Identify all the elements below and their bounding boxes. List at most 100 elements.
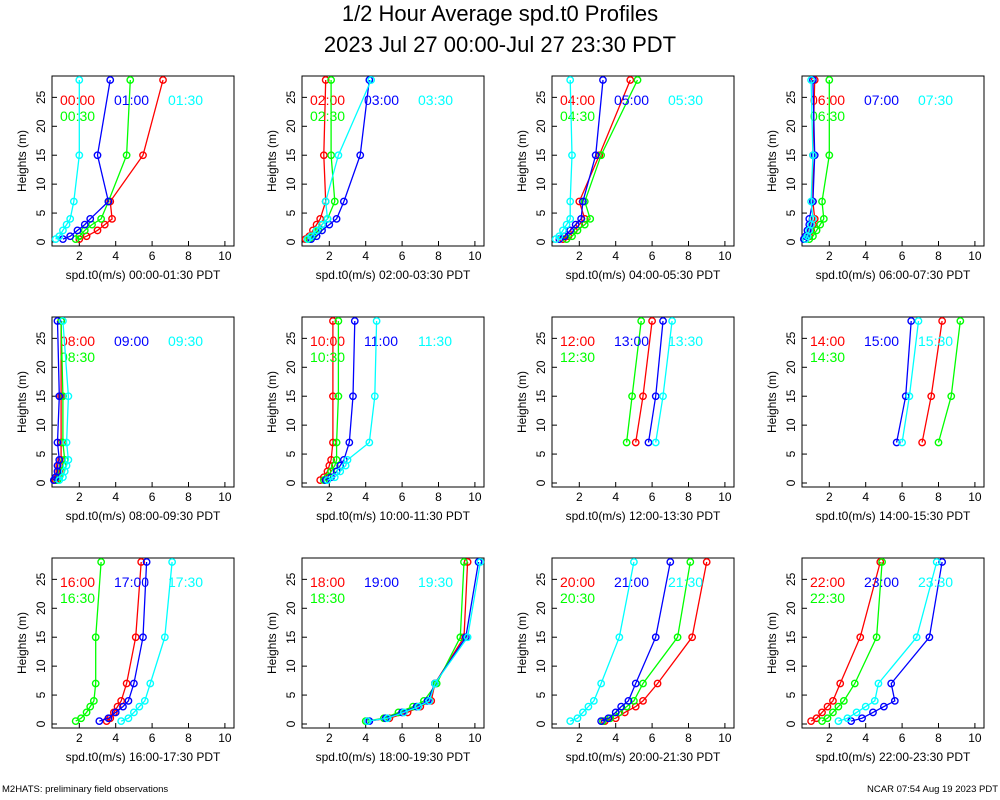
y-axis-label: Heights (m) [765,130,779,192]
x-tick-label: 4 [362,731,369,745]
y-tick-label: 10 [784,659,798,673]
data-point [688,633,697,642]
data-point [653,679,662,688]
series-line [901,320,920,443]
x-tick-label: 8 [185,490,192,504]
data-point [332,455,341,464]
data-point [425,696,434,705]
legend-entry: 14:00 [810,333,845,349]
legend-entry: 13:30 [668,333,703,349]
data-point [626,76,635,84]
y-tick-label: 10 [284,659,298,673]
x-tick-label: 2 [76,490,83,504]
data-point [584,702,593,711]
data-point [82,708,91,717]
y-tick-label: 5 [34,450,48,457]
data-point [73,226,82,235]
data-point [55,392,64,401]
y-tick-label: 20 [284,119,298,133]
y-tick-label: 25 [284,331,298,345]
y-axis-label: Heights (m) [515,130,529,192]
data-point [66,232,75,241]
series-line [569,561,635,722]
data-point [334,317,343,325]
data-point [64,392,73,401]
x-tick-label: 2 [326,731,333,745]
data-point [62,220,71,229]
panel-6: 2 4 6 8 10 0 5 10 15 20 25 spd.t0(m/s) 12:00-13:30 … [515,316,735,523]
y-tick-label: 0 [534,238,548,245]
legend-entry: 03:30 [418,92,453,108]
data-point [651,392,660,401]
data-point [75,76,84,84]
series-19:30 [363,558,485,726]
legend-entry: 21:00 [614,574,649,590]
data-point [129,679,138,688]
y-tick-label: 15 [34,148,48,162]
x-axis-label: spd.t0(m/s) 00:00-01:30 PDT [66,268,221,282]
legend-entry: 00:00 [60,92,95,108]
data-point [651,438,660,447]
x-tick-label: 6 [149,249,156,263]
data-point [938,317,947,325]
legend-entry: 05:30 [668,92,703,108]
y-tick-label: 15 [784,389,798,403]
x-tick-label: 4 [862,249,869,263]
legend-entry: 11:30 [418,333,452,349]
x-tick-label: 10 [968,731,982,745]
x-tick-label: 10 [218,249,232,263]
legend-entry: 13:00 [614,333,649,349]
data-point [597,679,606,688]
data-point [339,197,348,206]
data-point [89,696,98,705]
data-point [100,220,109,229]
legend-entry: 09:00 [114,333,149,349]
legend-entry: 04:00 [560,92,595,108]
series-line [558,79,604,240]
data-point [843,714,852,723]
legend-entry: 02:00 [310,92,345,108]
y-axis-label: Heights (m) [265,130,279,192]
y-tick-label: 0 [534,479,548,486]
series-line [937,320,961,443]
data-point [97,558,106,566]
y-tick-label: 0 [284,479,298,486]
x-tick-label: 8 [935,731,942,745]
data-point [659,317,667,325]
legend-entry: 22:30 [810,590,845,606]
data-point [318,220,326,229]
data-point [812,226,821,235]
data-point [599,76,607,84]
plot-frame [51,316,235,488]
y-tick-label: 25 [534,331,548,345]
legend-entry: 11:00 [364,333,398,349]
data-point [323,476,332,485]
data-point [668,317,677,325]
series-05:30 [551,76,576,244]
data-point [334,392,343,401]
data-point [146,679,155,688]
data-point [95,717,104,726]
data-point [139,151,147,160]
series-line [921,320,943,443]
legend-entry: 00:30 [60,108,95,124]
y-tick-label: 20 [534,119,548,133]
y-tick-label: 5 [34,691,48,698]
data-point [363,717,372,726]
x-tick-label: 6 [899,731,906,745]
legend-entry: 19:00 [364,574,399,590]
data-point [106,76,115,84]
data-point [159,76,167,84]
data-point [591,151,600,160]
data-point [887,679,896,688]
plot-frame [801,316,985,488]
x-tick-label: 6 [649,731,656,745]
legend-entry: 23:00 [864,574,899,590]
data-point [912,633,921,642]
data-point [858,714,866,723]
series-line [62,79,111,240]
footer-right: NCAR 07:54 Aug 19 2023 PDT [867,784,998,795]
plot-frame [551,557,735,729]
